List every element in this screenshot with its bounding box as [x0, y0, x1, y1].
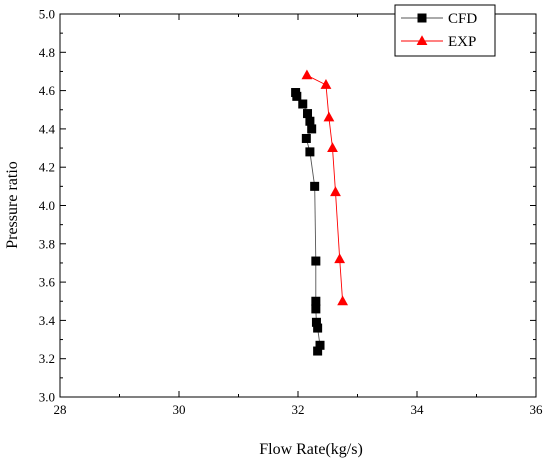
y-tick-label: 3.8 [39, 236, 55, 251]
data-point [305, 116, 315, 126]
y-tick-label: 3.6 [39, 275, 56, 290]
legend-item-exp: EXP [401, 34, 476, 50]
data-point [315, 340, 325, 350]
data-point [313, 323, 323, 333]
y-tick-label: 4.2 [39, 160, 55, 175]
y-tick-label: 3.2 [39, 351, 55, 366]
series-layer [291, 69, 349, 356]
data-point [311, 296, 321, 306]
data-point [301, 133, 311, 143]
plot-frame [59, 13, 537, 398]
data-point [330, 186, 341, 197]
data-point [323, 111, 335, 122]
data-point [337, 295, 349, 306]
x-axis-label: Flow Rate(kg/s) [259, 441, 363, 458]
data-point [305, 147, 315, 157]
data-point [303, 109, 313, 119]
data-point [301, 69, 313, 80]
series-cfd [291, 88, 325, 356]
legend-item-cfd: CFD [401, 11, 477, 27]
series-exp [301, 69, 349, 306]
y-tick-label: 3.4 [39, 313, 56, 328]
legend-box [394, 4, 496, 57]
x-tick-label: 30 [173, 402, 186, 417]
y-tick-label: 3.0 [39, 390, 55, 405]
y-tick-label: 4.4 [39, 121, 56, 136]
data-point [311, 304, 321, 314]
legend-label: CFD [448, 11, 477, 27]
ticks: 28 30 32 34 36 3.0 3.2 3.4 3.6 3.8 4.0 4.2 4.4 4.6 4.8… [39, 7, 543, 418]
y-tick-label: 4.8 [39, 45, 55, 60]
x-tick-label: 36 [530, 402, 544, 417]
y-tick-label: 4.0 [39, 198, 55, 213]
data-point [334, 253, 346, 264]
data-point [320, 79, 332, 89]
data-point [313, 346, 323, 356]
x-tick-label: 28 [54, 402, 67, 417]
data-point [307, 124, 317, 134]
y-tick-label: 5.0 [39, 7, 55, 22]
legend-marker [417, 13, 427, 23]
data-point [311, 256, 321, 266]
y-axis-label: Pressure ratio [4, 161, 21, 249]
x-tick-label: 34 [411, 402, 425, 417]
legend-marker [416, 35, 428, 45]
axes [59, 13, 537, 398]
data-point [292, 91, 302, 101]
data-point [298, 99, 308, 109]
data-point [327, 142, 338, 153]
y-tick-label: 4.6 [39, 83, 56, 98]
data-point [311, 317, 321, 327]
legend-label: EXP [448, 34, 476, 50]
legend: CFD EXP [394, 4, 496, 57]
x-tick-label: 32 [292, 402, 305, 417]
data-point [310, 181, 320, 191]
